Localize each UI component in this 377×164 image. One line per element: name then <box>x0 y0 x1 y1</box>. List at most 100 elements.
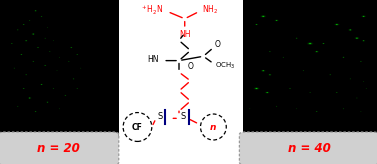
Text: NH$_2$: NH$_2$ <box>202 4 218 16</box>
Circle shape <box>255 24 258 25</box>
Circle shape <box>34 10 37 11</box>
Circle shape <box>68 61 70 62</box>
Circle shape <box>302 70 304 71</box>
Circle shape <box>267 92 268 93</box>
Circle shape <box>46 102 49 103</box>
Circle shape <box>360 61 361 62</box>
Circle shape <box>276 106 277 107</box>
Circle shape <box>348 29 352 31</box>
Circle shape <box>336 92 337 93</box>
FancyBboxPatch shape <box>0 132 119 164</box>
Circle shape <box>70 47 72 48</box>
Circle shape <box>35 111 36 112</box>
Circle shape <box>77 54 78 55</box>
Circle shape <box>76 88 78 89</box>
Circle shape <box>64 95 66 96</box>
Circle shape <box>310 43 311 44</box>
Circle shape <box>256 24 257 25</box>
Circle shape <box>49 51 50 52</box>
Circle shape <box>49 51 51 52</box>
Circle shape <box>37 47 39 48</box>
Circle shape <box>49 51 51 52</box>
Circle shape <box>52 88 54 89</box>
Circle shape <box>366 88 367 89</box>
Circle shape <box>31 33 35 35</box>
Circle shape <box>11 43 12 44</box>
Circle shape <box>23 24 25 25</box>
Circle shape <box>20 54 23 55</box>
Circle shape <box>25 40 28 41</box>
Circle shape <box>307 42 313 45</box>
Circle shape <box>256 88 257 89</box>
Circle shape <box>296 38 298 39</box>
Circle shape <box>11 43 12 44</box>
Circle shape <box>289 88 291 89</box>
Circle shape <box>256 88 257 89</box>
Circle shape <box>23 88 25 89</box>
Circle shape <box>316 51 318 52</box>
Circle shape <box>34 111 37 112</box>
Circle shape <box>349 29 351 31</box>
Circle shape <box>276 20 277 21</box>
Circle shape <box>70 47 73 48</box>
Circle shape <box>71 47 72 48</box>
Circle shape <box>360 61 362 62</box>
Circle shape <box>360 61 362 62</box>
Circle shape <box>269 74 271 75</box>
Circle shape <box>356 37 359 39</box>
Circle shape <box>44 65 46 66</box>
Circle shape <box>315 51 319 53</box>
Circle shape <box>44 38 46 39</box>
FancyBboxPatch shape <box>239 132 377 164</box>
Circle shape <box>266 92 269 93</box>
Circle shape <box>32 61 34 62</box>
Circle shape <box>268 74 271 76</box>
Circle shape <box>77 88 78 89</box>
Circle shape <box>336 92 337 93</box>
Circle shape <box>323 43 324 44</box>
Circle shape <box>20 54 22 55</box>
Circle shape <box>256 24 257 25</box>
Circle shape <box>322 43 325 44</box>
Circle shape <box>29 20 30 21</box>
Circle shape <box>11 43 13 44</box>
Circle shape <box>360 111 362 112</box>
Circle shape <box>262 70 264 71</box>
Circle shape <box>262 70 265 71</box>
Circle shape <box>336 92 338 93</box>
Text: n: n <box>210 123 216 132</box>
Circle shape <box>35 10 37 11</box>
Circle shape <box>33 61 34 62</box>
Circle shape <box>253 87 259 90</box>
Circle shape <box>23 24 24 25</box>
Circle shape <box>23 88 24 89</box>
Circle shape <box>47 27 48 28</box>
Circle shape <box>363 16 364 17</box>
Text: S: S <box>181 112 186 121</box>
Circle shape <box>263 16 264 17</box>
Bar <box>0 0 119 136</box>
Circle shape <box>17 106 19 107</box>
Circle shape <box>274 20 279 21</box>
Circle shape <box>316 51 317 52</box>
Circle shape <box>29 98 31 99</box>
Circle shape <box>267 92 268 93</box>
Circle shape <box>261 16 265 17</box>
Circle shape <box>309 92 311 93</box>
Circle shape <box>68 61 69 62</box>
Circle shape <box>356 38 358 39</box>
Circle shape <box>21 54 22 55</box>
Circle shape <box>44 65 46 66</box>
Circle shape <box>41 84 42 85</box>
Circle shape <box>40 84 43 85</box>
Circle shape <box>336 24 338 25</box>
Circle shape <box>59 57 60 58</box>
Circle shape <box>354 37 359 39</box>
Circle shape <box>316 111 318 112</box>
Circle shape <box>262 16 264 17</box>
Circle shape <box>40 16 43 17</box>
Circle shape <box>363 40 365 41</box>
Circle shape <box>35 111 36 112</box>
Circle shape <box>265 92 270 93</box>
Circle shape <box>329 74 331 75</box>
